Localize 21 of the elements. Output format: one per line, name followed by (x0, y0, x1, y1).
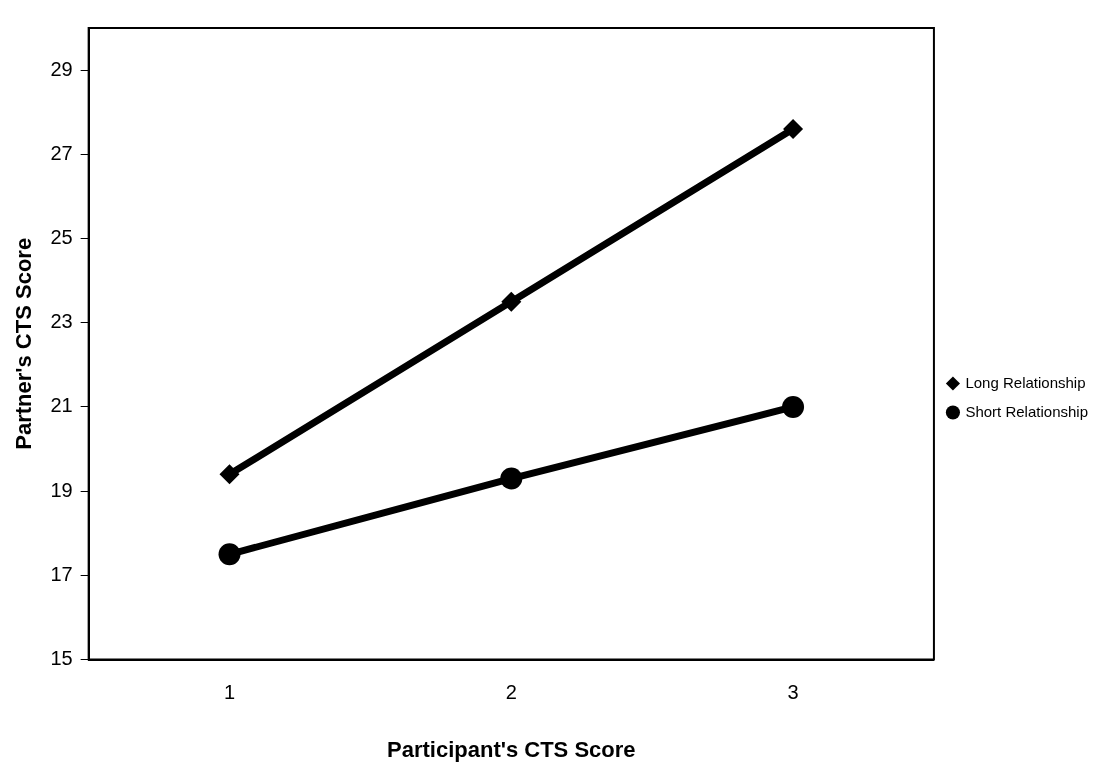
point (782, 395, 805, 418)
point (500, 467, 523, 490)
y-tick-label: 27 (50, 141, 73, 164)
y-tick-label: 17 (50, 562, 73, 585)
y-tick-label: 19 (50, 478, 73, 501)
y-tick-label: 23 (50, 310, 73, 333)
y-tick-label: 15 (50, 647, 73, 670)
x-axis-title: Participant's CTS Score (387, 736, 636, 762)
y-axis-title: Partner's CTS Score (11, 237, 37, 450)
x-tick-label: 2 (505, 681, 517, 704)
point (218, 543, 241, 566)
x-tick-label: 3 (787, 681, 799, 704)
y-tick-label: 29 (50, 57, 73, 80)
y-tick-label: 21 (50, 394, 73, 417)
point (501, 291, 522, 312)
legend-label: Long Relationship (965, 373, 1086, 391)
point (219, 464, 240, 485)
x-tick-label: 1 (223, 681, 236, 704)
y-tick-label: 25 (50, 226, 73, 249)
point (783, 119, 804, 140)
legend-label: Short Relationship (965, 402, 1089, 420)
